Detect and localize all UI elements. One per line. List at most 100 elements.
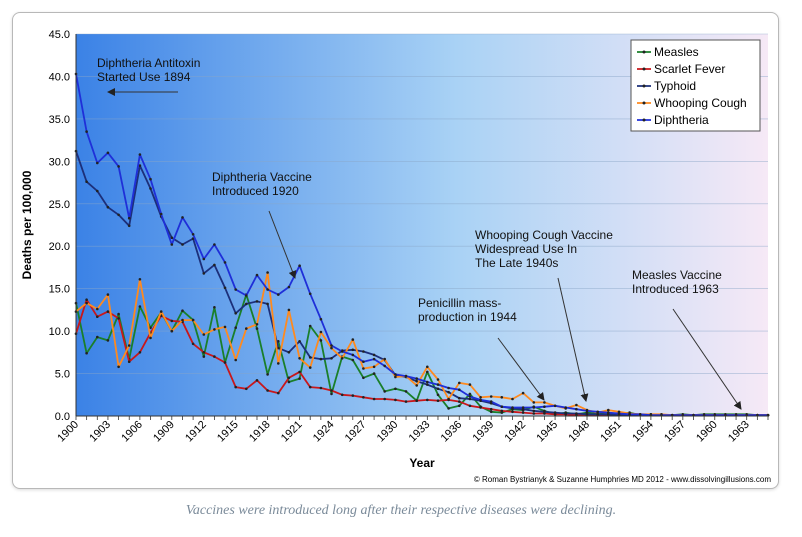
data-point xyxy=(479,406,482,409)
data-point xyxy=(106,339,110,342)
x-tick-label: 1903 xyxy=(87,419,113,445)
data-point xyxy=(628,413,631,416)
data-point xyxy=(255,327,259,330)
data-point xyxy=(426,370,429,374)
data-point xyxy=(138,153,142,156)
data-point xyxy=(298,377,301,380)
x-tick-label: 1915 xyxy=(215,419,241,445)
data-point xyxy=(277,391,280,395)
x-tick-label: 1960 xyxy=(694,419,720,445)
data-point xyxy=(575,412,578,415)
y-tick-label: 25.0 xyxy=(49,199,70,211)
data-point xyxy=(213,355,216,358)
data-point xyxy=(436,387,440,391)
data-point xyxy=(308,292,312,296)
data-point xyxy=(330,392,333,396)
annotation-line: Introduced 1963 xyxy=(632,282,719,296)
data-point xyxy=(287,376,291,380)
x-tick-label: 1951 xyxy=(598,419,624,445)
data-point xyxy=(383,364,387,368)
data-point xyxy=(404,400,408,403)
data-point xyxy=(447,407,450,410)
data-point xyxy=(170,319,174,323)
data-point xyxy=(404,390,408,393)
x-tick-label: 1927 xyxy=(343,419,369,445)
data-point xyxy=(277,346,280,350)
data-point xyxy=(479,396,482,399)
y-tick-label: 35.0 xyxy=(49,114,70,126)
data-point xyxy=(468,395,472,398)
data-point xyxy=(170,243,174,246)
legend-box xyxy=(630,39,761,132)
data-point xyxy=(436,399,440,403)
data-point xyxy=(117,312,120,316)
data-point xyxy=(255,273,259,277)
data-point xyxy=(266,373,269,376)
data-point xyxy=(170,329,174,333)
y-tick-label: 0.0 xyxy=(55,411,70,423)
data-point xyxy=(255,379,259,382)
data-point xyxy=(213,243,216,246)
data-point xyxy=(543,410,546,414)
data-point xyxy=(458,400,461,403)
data-point xyxy=(266,389,269,392)
data-point xyxy=(415,379,419,383)
legend-marker xyxy=(642,118,646,122)
legend-item: Scarlet Fever xyxy=(637,62,725,76)
x-tick-label: 1954 xyxy=(630,419,656,445)
data-point xyxy=(362,376,365,380)
data-point xyxy=(394,375,397,379)
data-point xyxy=(489,410,493,414)
data-point xyxy=(500,405,504,409)
data-point xyxy=(319,317,323,321)
data-point xyxy=(532,401,536,404)
data-point xyxy=(479,398,482,402)
legend-marker xyxy=(642,84,646,88)
data-point xyxy=(138,164,142,167)
data-point xyxy=(96,189,99,193)
data-point xyxy=(106,151,110,155)
data-point xyxy=(181,216,184,219)
data-point xyxy=(436,393,440,397)
data-point xyxy=(234,312,237,315)
annotation-arrow xyxy=(268,210,297,279)
data-point xyxy=(415,399,419,403)
x-tick-label: 1939 xyxy=(471,419,497,445)
data-point xyxy=(149,187,152,190)
data-point xyxy=(277,293,280,296)
data-point xyxy=(96,335,99,339)
data-point xyxy=(330,346,333,350)
data-point xyxy=(362,367,365,370)
data-point xyxy=(521,391,525,395)
data-point xyxy=(96,307,99,311)
legend: Measles Scarlet Fever Typhoid Whooping Coug… xyxy=(630,39,761,132)
data-point xyxy=(564,406,567,409)
data-point xyxy=(447,390,450,394)
data-point xyxy=(415,377,419,380)
data-point xyxy=(202,333,206,336)
data-point xyxy=(511,410,514,414)
y-tick-label: 40.0 xyxy=(49,71,70,83)
data-point xyxy=(585,413,589,416)
x-tick-label: 1921 xyxy=(279,419,305,445)
data-point xyxy=(106,310,110,313)
data-point xyxy=(543,401,546,404)
y-axis-title: Deaths per 100,000 xyxy=(20,170,34,279)
data-point xyxy=(308,366,312,369)
data-point xyxy=(351,353,355,357)
data-point xyxy=(159,212,163,216)
legend-label: Measles xyxy=(654,45,699,59)
x-tick-label: 1942 xyxy=(502,419,528,445)
data-point xyxy=(426,365,429,369)
legend-marker xyxy=(642,101,646,105)
data-point xyxy=(383,397,387,401)
data-point xyxy=(245,327,248,330)
data-point xyxy=(127,224,131,228)
data-point xyxy=(521,406,525,409)
data-point xyxy=(532,406,536,409)
series-diphtheria xyxy=(74,72,770,417)
data-point xyxy=(117,317,120,320)
